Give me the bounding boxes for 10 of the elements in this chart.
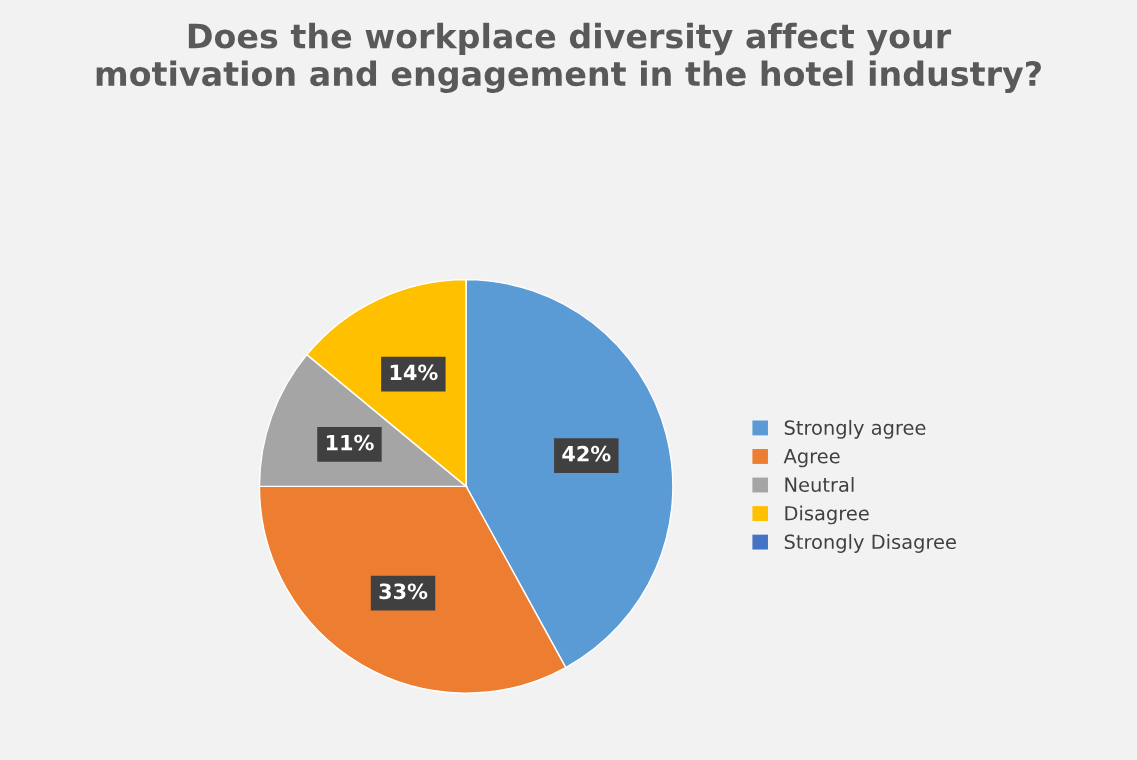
chart-title: Does the workplace diversity affect your motivation and engagement in the hotel industry? (96, 22, 1041, 93)
data-label: 14% (390, 364, 438, 381)
legend-label: Disagree (785, 505, 869, 525)
legend-label: Strongly agree (784, 419, 926, 439)
data-label: 42% (562, 445, 611, 462)
legend-label: Strongly Disagree (784, 534, 956, 553)
data-label: 33% (379, 583, 428, 600)
data-label: 11% (326, 434, 374, 451)
legend-label: Neutral (785, 476, 854, 493)
legend-label: Agree (783, 449, 840, 468)
